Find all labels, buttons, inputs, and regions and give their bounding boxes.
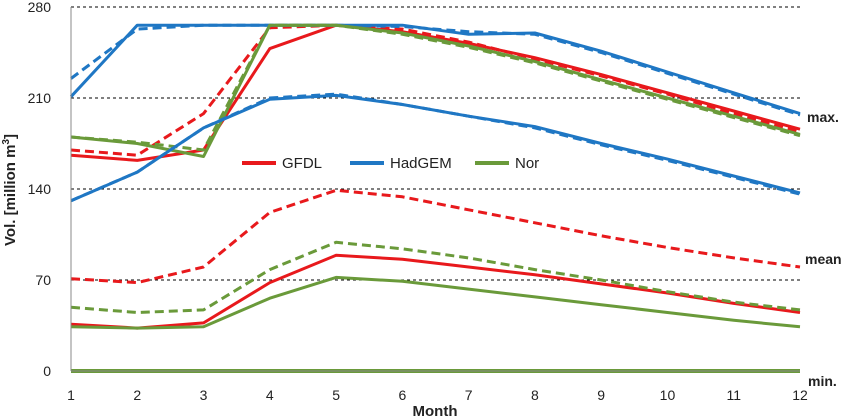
series-line-gfdl-mean-dashed-9 [70,188,801,285]
y-tick-label: 70 [35,272,51,288]
series-line-hadgem-max-solid-6 [70,93,801,203]
x-tick-label: 12 [792,387,808,403]
y-axis-title-main: Vol. [million m [2,145,19,246]
annotation-max: max. [807,109,839,125]
y-axis-title: Vol. [million m3] [1,134,19,246]
legend-label-hadgem: HadGEM [390,155,452,172]
x-tick-label: 8 [531,387,539,403]
x-tick-label: 11 [726,387,741,403]
x-tick-label: 5 [332,387,340,403]
series-line-gfdl-max-solid-0 [70,23,801,162]
legend-label-nor: Nor [515,155,539,172]
series-line-nor-mean-dashed-11 [70,240,801,314]
series-line-nor-max-dashed-5 [70,23,801,152]
x-tick-label: 10 [660,387,676,403]
y-axis-title-close: ] [2,134,19,139]
x-tick-label: 2 [133,387,141,403]
x-tick-label: 3 [200,387,208,403]
annotation-min: min. [808,373,837,389]
gridlines [71,6,800,281]
x-axis-title: Month [413,403,458,420]
axes [70,7,800,372]
y-tick-label: 280 [28,0,52,15]
series-line-gfdl-mean-solid-8 [70,253,801,330]
y-tick-label: 0 [43,363,51,379]
legend: GFDL HadGEM Nor [242,155,539,172]
y-tick-labels: 0 70 140 210 280 [28,0,52,379]
x-tick-label: 6 [398,387,406,403]
y-tick-label: 140 [28,181,52,197]
x-tick-label: 7 [465,387,473,403]
x-tick-label: 4 [266,387,274,403]
annotation-mean: mean [805,251,842,267]
series-line-gfdl-max-dashed-1 [70,23,801,157]
series-line-hadgem-max-dashed-3 [70,23,801,117]
y-tick-label: 210 [28,90,52,106]
y-axis-title-sup: 3 [1,139,12,145]
series-layer [69,23,801,373]
legend-label-gfdl: GFDL [282,155,322,172]
x-tick-labels: 1 2 3 4 5 6 7 8 9 10 11 12 [67,387,808,403]
x-tick-label: 1 [67,387,75,403]
x-tick-label: 9 [597,387,605,403]
series-line-nor-max-solid-4 [70,23,801,158]
series-line-nor-mean-solid-10 [70,275,801,330]
